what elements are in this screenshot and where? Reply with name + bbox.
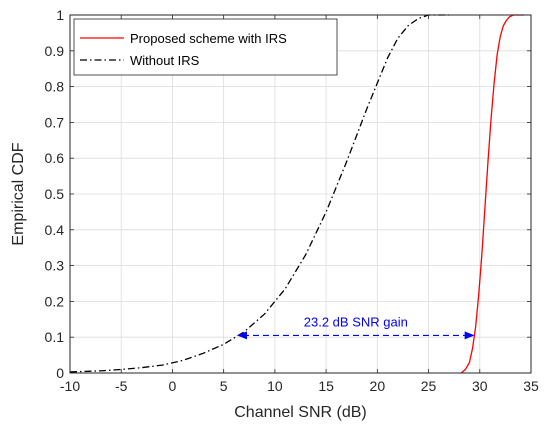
x-tick-label: 20 — [370, 378, 386, 394]
x-tick-label: -10 — [60, 378, 80, 394]
legend-label-without-irs: Without IRS — [130, 53, 200, 68]
annotation-arrowhead-left — [236, 331, 247, 340]
y-tick-label: 1 — [56, 7, 64, 23]
x-tick-label: 35 — [523, 378, 539, 394]
y-tick-label: 0.1 — [45, 329, 65, 345]
x-tick-label: 5 — [220, 378, 228, 394]
y-tick-label: 0.8 — [45, 79, 65, 95]
annotation-arrowhead-right — [464, 331, 475, 340]
y-tick-label: 0.5 — [45, 186, 65, 202]
y-axis-label: Empirical CDF — [10, 142, 27, 245]
y-tick-label: 0.3 — [45, 258, 65, 274]
x-tick-label: -5 — [115, 378, 128, 394]
x-tick-label: 0 — [169, 378, 177, 394]
data-series — [69, 14, 524, 374]
y-tick-label: 0.2 — [45, 293, 65, 309]
series-line-0 — [460, 14, 524, 374]
legend: Proposed scheme with IRS Without IRS — [73, 18, 338, 76]
x-tick-label: 10 — [267, 378, 283, 394]
x-axis-label: Channel SNR (dB) — [234, 404, 367, 421]
annotation-label: 23.2 dB SNR gain — [304, 314, 408, 329]
x-tick-label: 25 — [421, 378, 437, 394]
legend-label-proposed: Proposed scheme with IRS — [130, 31, 287, 46]
legend-box — [73, 18, 338, 76]
y-tick-label: 0.4 — [45, 222, 65, 238]
y-tick-label: 0 — [56, 365, 64, 381]
series-line-1 — [69, 14, 450, 373]
y-tick-label: 0.6 — [45, 150, 65, 166]
y-tick-label: 0.7 — [45, 114, 65, 130]
x-tick-label: 30 — [472, 378, 488, 394]
snr-gain-annotation: 23.2 dB SNR gain — [236, 314, 475, 340]
x-tick-label: 15 — [318, 378, 334, 394]
y-tick-label: 0.9 — [45, 43, 65, 59]
axis-ticks: -10 -5 0 5 10 15 20 25 30 35 0 0.1 0.2 0.3 0.4 0.5 0.6 0.… — [45, 7, 539, 394]
